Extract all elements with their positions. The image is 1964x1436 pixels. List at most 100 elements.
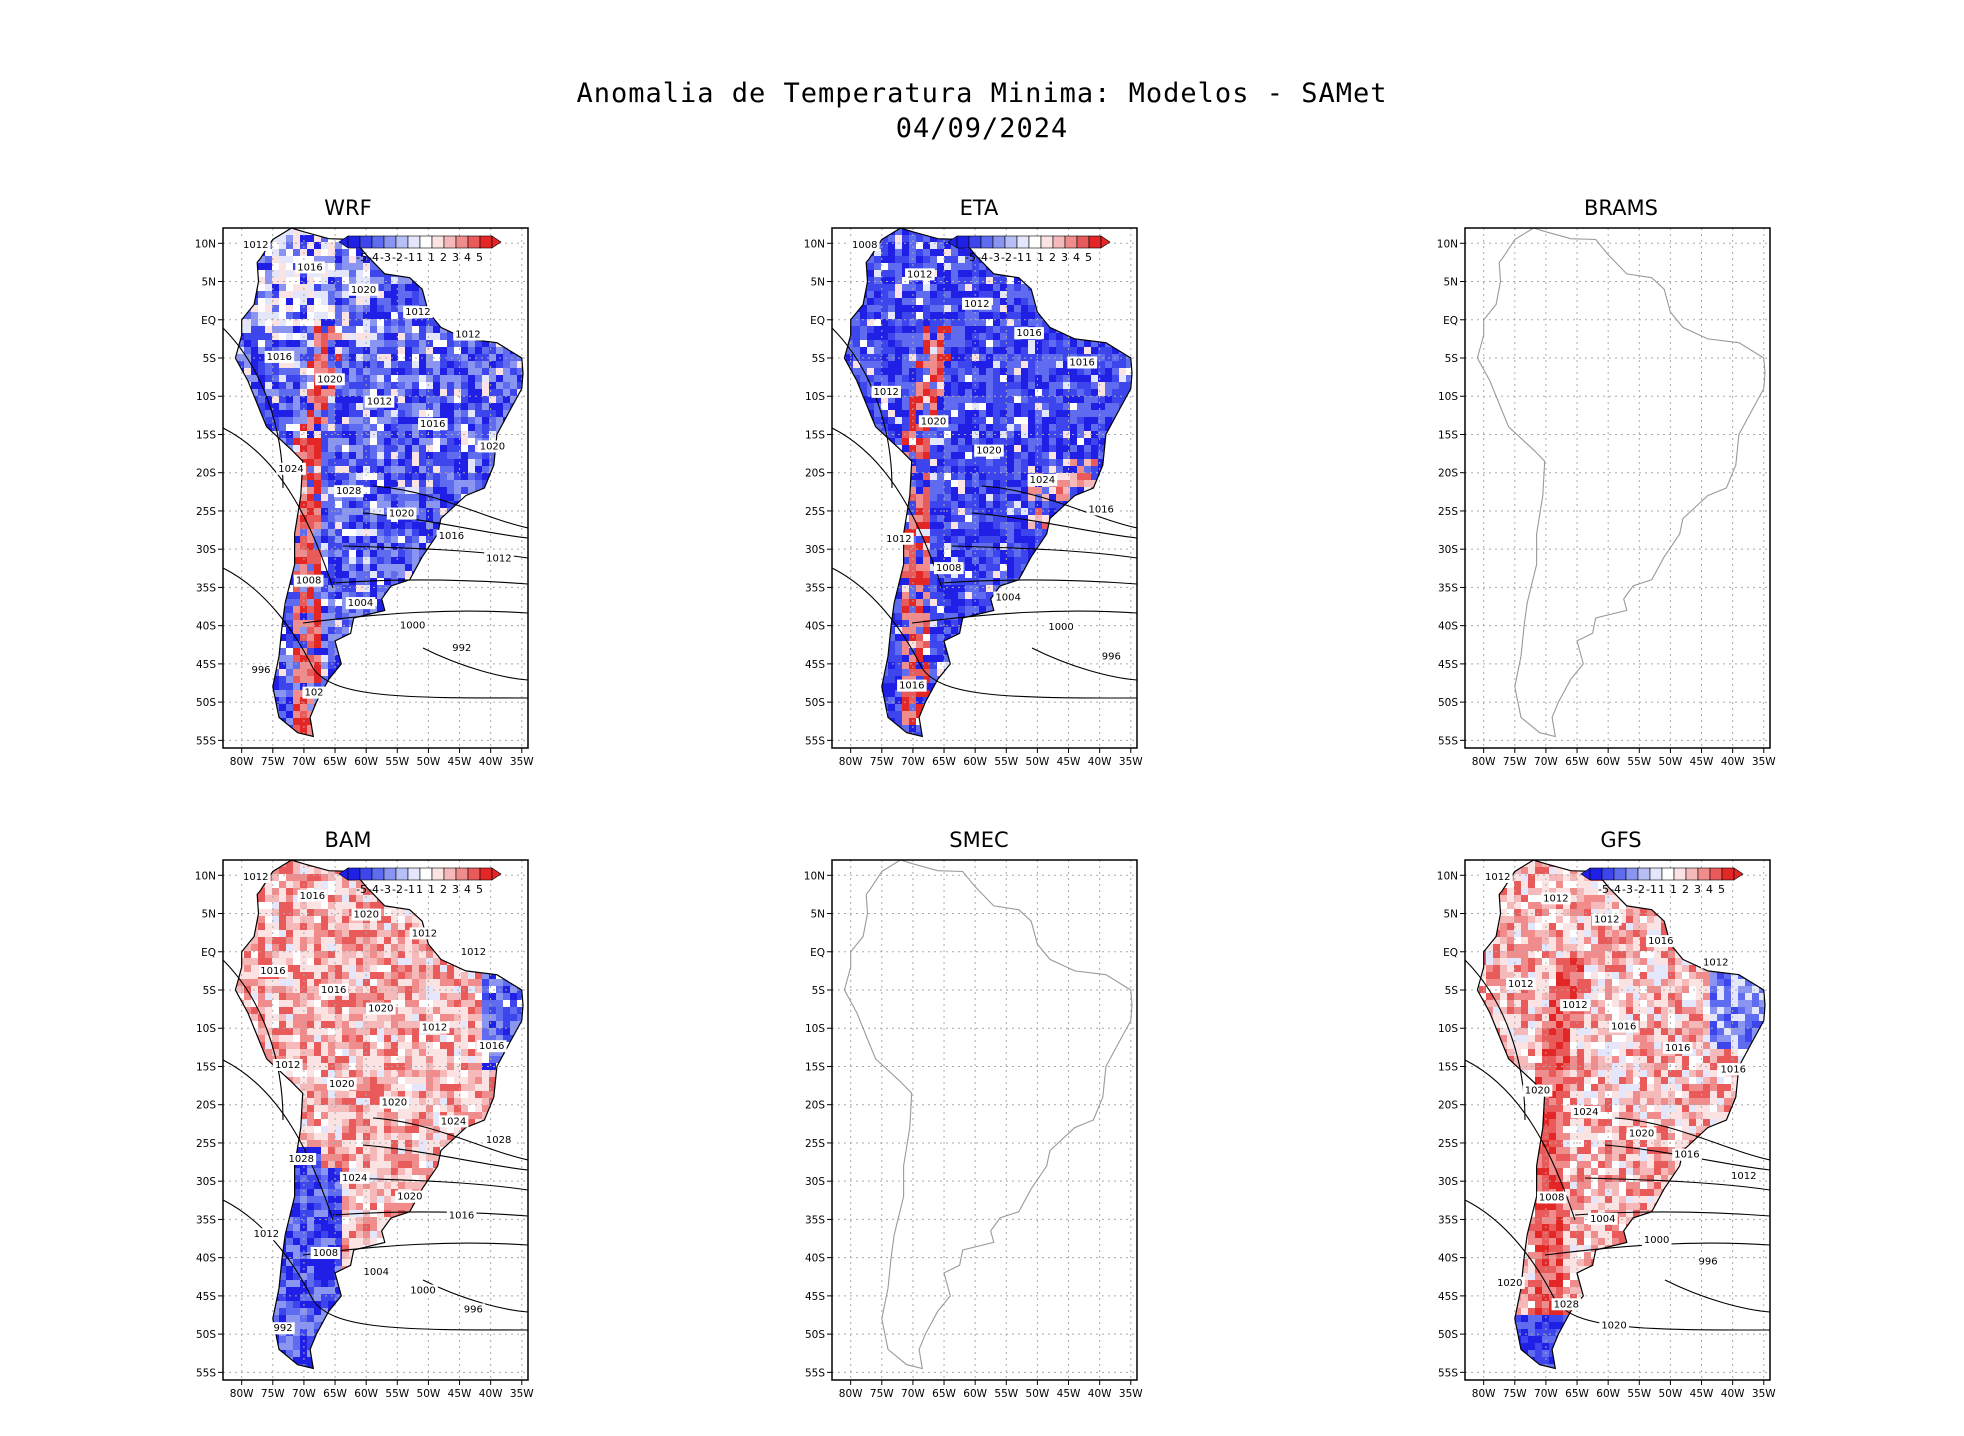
lat-tick-smec-2: EQ [810, 947, 825, 959]
colorbar-label-wrf-5: 1 [416, 251, 423, 264]
isobar-label-gfs-13: 1016 [1674, 1150, 1699, 1161]
colorbar-label-eta-9: 4 [1073, 251, 1080, 264]
map-frame-wrf [222, 227, 529, 749]
lat-tick-wrf-10: 40S [196, 621, 216, 633]
colorbar-swatch-eta-0 [956, 235, 970, 249]
colorbar-label-eta-0: -5 [965, 251, 976, 264]
colorbar-label-bam-10: 5 [476, 883, 483, 896]
isobar-label-bg-gfs-9 [1718, 1063, 1749, 1076]
lat-tick-brams-6: 20S [1438, 468, 1458, 480]
isobar-label-gfs-11: 1024 [1573, 1107, 1598, 1118]
lat-tick-brams-11: 45S [1438, 659, 1458, 671]
isobar-label-bg-gfs-13 [1672, 1148, 1702, 1161]
isobar-label-bg-eta-7 [974, 444, 1004, 457]
colorbar-arrow-right-eta [1100, 235, 1111, 249]
isobar-label-eta-3: 1016 [1016, 328, 1041, 339]
isobar-label-gfs-14: 1012 [1731, 1171, 1756, 1182]
lat-tick-gfs-0: 10N [1437, 870, 1458, 882]
isobar-label-bg-gfs-7 [1608, 1020, 1639, 1033]
isobar-label-bg-bam-0 [241, 871, 271, 883]
isobar-label-bg-gfs-18 [1696, 1255, 1720, 1268]
lon-tick-wrf-7: 45W [448, 756, 472, 768]
isobar-label-bg-bam-23 [461, 1303, 485, 1316]
lat-tick-gfs-5: 15S [1438, 1061, 1458, 1073]
colorbar-label-wrf-2: -3 [380, 251, 391, 264]
colorbar-swatch-bam-4 [395, 867, 409, 881]
colorbar-label-bam-9: 4 [464, 883, 471, 896]
isobar-label-bam-4: 1012 [461, 947, 486, 958]
lat-tick-smec-7: 25S [805, 1138, 825, 1150]
isobar-label-bg-wrf-20 [302, 686, 326, 699]
colorbar-swatch-eta-3 [992, 235, 1006, 249]
isobar-label-bg-eta-14 [1099, 650, 1123, 663]
lat-tick-eta-0: 10N [804, 238, 825, 250]
isobar-label-wrf-20: 102 [304, 688, 323, 699]
lat-tick-bam-4: 10S [196, 1023, 216, 1035]
isobar-label-bam-21: 1004 [364, 1267, 389, 1278]
colorbar-label-wrf-6: 1 [428, 251, 435, 264]
lat-tick-eta-6: 20S [805, 468, 825, 480]
isobar-label-wrf-5: 1016 [267, 352, 292, 363]
lat-tick-brams-5: 15S [1438, 429, 1458, 441]
lon-tick-wrf-0: 80W [230, 756, 254, 768]
colorbar-swatch-eta-1 [968, 235, 982, 249]
lat-tick-bam-8: 30S [196, 1176, 216, 1188]
lat-tick-gfs-7: 25S [1438, 1138, 1458, 1150]
colorbar-label-bam-0: -5 [356, 883, 367, 896]
colorbar-label-wrf-7: 2 [440, 251, 447, 264]
lat-tick-wrf-12: 50S [196, 697, 216, 709]
lat-tick-bam-6: 20S [196, 1100, 216, 1112]
lon-tick-wrf-4: 60W [354, 756, 378, 768]
colorbar-swatch-wrf-3 [383, 235, 397, 249]
anomaly-field-bam [235, 860, 524, 1369]
lat-tick-smec-4: 10S [805, 1023, 825, 1035]
map-frame-brams [1464, 227, 1771, 749]
isobar-label-bg-wrf-14 [484, 552, 514, 565]
colorbar-swatch-eta-11 [1088, 235, 1102, 249]
lat-tick-gfs-13: 55S [1438, 1367, 1458, 1379]
isobar-label-eta-8: 1024 [1030, 475, 1055, 486]
colorbar-swatch-bam-7 [431, 867, 445, 881]
lon-tick-eta-3: 65W [932, 756, 956, 768]
isobar-label-bg-bam-16 [339, 1171, 370, 1184]
lon-tick-eta-1: 75W [870, 756, 894, 768]
isobar-label-bg-bam-12 [379, 1096, 410, 1109]
isobar-label-eta-7: 1020 [976, 446, 1001, 457]
isobar-label-bam-16: 1024 [342, 1173, 367, 1184]
lon-tick-bam-8: 40W [479, 1388, 503, 1400]
colorbar-swatch-wrf-2 [371, 235, 385, 249]
isobar-label-bam-23: 996 [464, 1304, 483, 1315]
lat-tick-bam-11: 45S [196, 1291, 216, 1303]
lon-tick-bam-7: 45W [448, 1388, 472, 1400]
isobar-label-bg-gfs-10 [1522, 1084, 1553, 1097]
map-panel-gfs: 1012 1012 1012 1016 1012 1012 1012 1016 1016 1016… [1437, 859, 1776, 1400]
isobar-label-wrf-16: 1004 [348, 598, 373, 609]
colorbar-swatch-gfs-7 [1673, 867, 1687, 881]
lon-tick-brams-9: 35W [1752, 756, 1776, 768]
lat-tick-bam-1: 5N [201, 909, 216, 921]
lon-tick-smec-9: 35W [1119, 1388, 1143, 1400]
colorbar-swatch-gfs-11 [1721, 867, 1735, 881]
lon-tick-eta-5: 55W [994, 756, 1018, 768]
colorbar-label-gfs-4: -1 [1646, 883, 1657, 896]
isobar-label-gfs-18: 996 [1699, 1257, 1718, 1268]
isobar-label-eta-9: 1016 [1088, 504, 1113, 515]
colorbar-swatch-gfs-1 [1601, 867, 1615, 881]
lat-tick-wrf-1: 5N [201, 277, 216, 289]
lon-tick-smec-5: 55W [994, 1388, 1018, 1400]
colorbar-swatch-eta-8 [1052, 235, 1066, 249]
isobar-label-eta-0: 1008 [852, 240, 877, 251]
lat-tick-eta-8: 30S [805, 544, 825, 556]
colorbar-swatch-eta-10 [1076, 235, 1090, 249]
colorbar-label-eta-3: -2 [1001, 251, 1012, 264]
colorbar-label-eta-10: 5 [1085, 251, 1092, 264]
colorbar-swatch-gfs-3 [1625, 867, 1639, 881]
colorbar-label-eta-5: 1 [1025, 251, 1032, 264]
lat-tick-bam-3: 5S [203, 985, 217, 997]
lat-tick-smec-10: 40S [805, 1253, 825, 1265]
lon-tick-gfs-9: 35W [1752, 1388, 1776, 1400]
isobar-label-wrf-12: 1020 [389, 509, 414, 520]
isobar-label-bg-bam-24 [271, 1322, 295, 1335]
lat-tick-brams-7: 25S [1438, 506, 1458, 518]
isobar-label-eta-4: 1016 [1069, 358, 1094, 369]
